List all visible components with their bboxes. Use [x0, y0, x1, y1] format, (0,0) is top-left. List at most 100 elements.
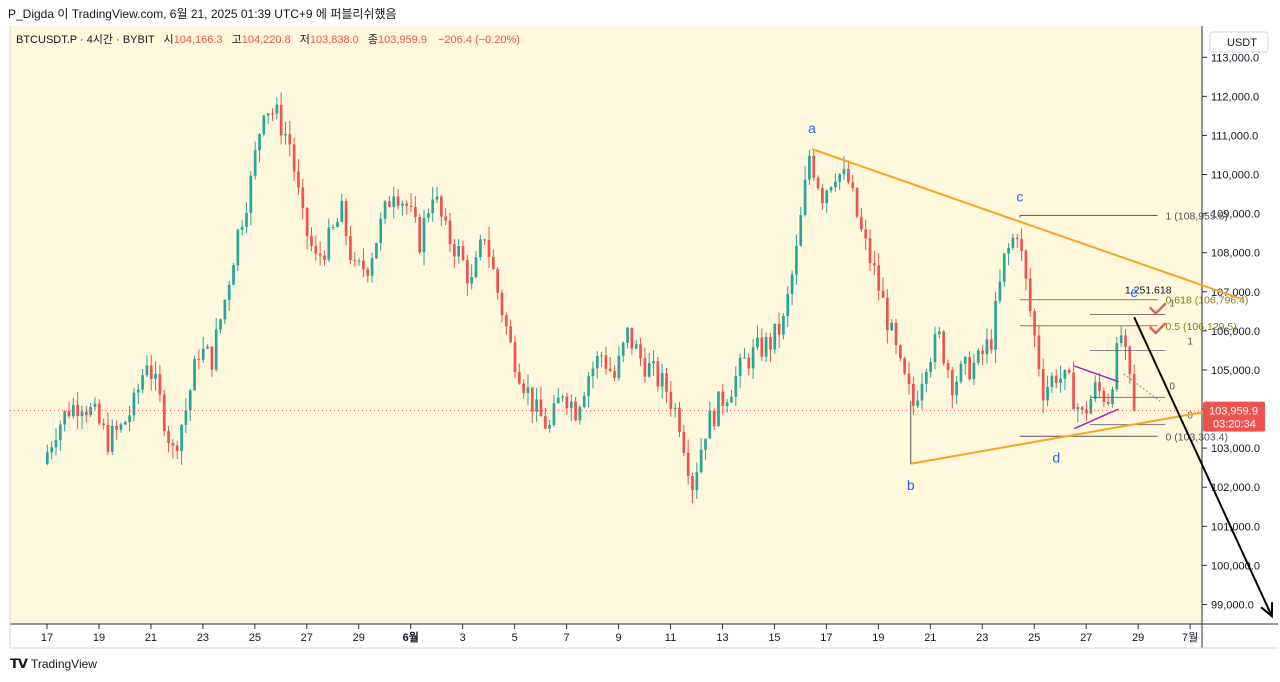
candle-body	[860, 216, 863, 230]
candle-body	[167, 431, 170, 443]
candle-body	[180, 424, 183, 452]
fib-level-label: 0.618 (106,796.4)	[1166, 295, 1249, 307]
candle-body	[522, 383, 525, 393]
candle-body	[1050, 375, 1054, 387]
wave-label-b: b	[907, 477, 915, 493]
candle-body	[457, 246, 461, 257]
wave-labels: a b c d e	[808, 120, 1138, 493]
low-label: 저	[300, 33, 310, 46]
candle-body	[370, 258, 374, 276]
candle-body	[829, 187, 833, 191]
candle-body	[93, 403, 97, 407]
inner-fib-label: 0	[1169, 381, 1175, 392]
x-tick-label: 13	[716, 632, 728, 644]
candle-body	[240, 226, 244, 230]
candle-body	[71, 404, 75, 417]
chart-area[interactable]: 113,000.0 112,000.0 111,000.0 110,000.0 109,…	[0, 26, 1280, 650]
fib-retracement[interactable]: 1 (108,955.5) 0.618 (106,796.4)1.251.618 0…	[1019, 210, 1249, 443]
price-axis[interactable]	[1202, 26, 1278, 624]
wave-label-d: d	[1052, 449, 1060, 465]
candle-body	[171, 442, 175, 446]
pennant-lower-line	[1074, 408, 1119, 430]
candle-body	[349, 236, 352, 261]
candle-body	[340, 201, 344, 222]
candle-body	[911, 383, 915, 406]
candle-body	[847, 169, 850, 183]
candle-body	[868, 238, 872, 264]
x-tick-label: 9	[615, 632, 621, 644]
candle-body	[1124, 335, 1127, 347]
symbol-legend[interactable]: BTCUSDT.P · 4시간 · BYBIT 시104,166.3 고104,…	[16, 33, 520, 46]
triangle-upper-line	[811, 148, 1244, 301]
candle-body	[461, 246, 465, 261]
candle-body	[643, 358, 647, 377]
currency-button[interactable]	[1209, 31, 1269, 53]
candle-body	[435, 196, 439, 200]
candle-body	[652, 361, 655, 364]
candle-body	[128, 415, 131, 423]
candle-body	[504, 315, 508, 327]
candle-body	[1046, 386, 1049, 401]
projection-arrow[interactable]	[1133, 316, 1274, 619]
candle-body	[362, 260, 365, 270]
candle-body	[115, 425, 118, 430]
candle-body	[782, 315, 785, 335]
candle-body	[106, 425, 110, 452]
y-tick-label: 113,000.0	[1211, 52, 1259, 64]
x-tick-label: 21	[145, 632, 157, 644]
candle-body	[249, 175, 253, 213]
candle-body	[50, 447, 54, 453]
candle-body	[582, 396, 586, 408]
inner-fib-label: 1	[1187, 336, 1193, 347]
low-value: 103,838.0	[310, 34, 359, 46]
candle-body	[565, 396, 569, 409]
candle-body	[119, 424, 123, 430]
candle-body	[487, 240, 491, 257]
x-tick-label: 23	[197, 632, 209, 644]
x-tick-label: 5	[512, 632, 518, 644]
candle-body	[500, 292, 504, 316]
inner-fib-label: 1	[1169, 298, 1175, 309]
candle-body	[162, 394, 166, 432]
candlestick-chart[interactable]: 113,000.0 112,000.0 111,000.0 110,000.0 109,…	[0, 26, 1280, 650]
candle-body	[812, 155, 816, 178]
candle-body	[946, 363, 950, 371]
candle-body	[1119, 335, 1123, 344]
candle-body	[84, 411, 88, 415]
candle-body	[955, 381, 958, 396]
footer-brand[interactable]: 𝗧𝗩 TradingView	[10, 656, 97, 672]
candle-body	[344, 201, 348, 237]
y-tick-label: 100,000.0	[1211, 560, 1260, 572]
candle-body	[292, 144, 296, 172]
candle-body	[158, 374, 162, 395]
candle-body	[760, 337, 764, 357]
candle-body	[470, 277, 474, 284]
candle-body	[842, 169, 846, 175]
candle-body	[422, 217, 426, 253]
close-value: 103,959.9	[378, 34, 427, 46]
measure-line	[1123, 373, 1161, 402]
candle-body	[834, 181, 837, 188]
candle-body	[80, 411, 84, 417]
x-tick-label: 29	[353, 632, 365, 644]
candle-body	[383, 201, 387, 219]
x-axis-ticks: 17 19 21 23 25 27 29 6월 3 5 7 9 11 13 15 17 19 21 23 25 27 29…	[41, 624, 1198, 644]
candle-body	[617, 355, 621, 378]
candle-body	[526, 387, 530, 393]
candle-body	[318, 253, 322, 256]
y-tick-label: 111,000.0	[1211, 130, 1258, 142]
triangle-pattern[interactable]	[811, 148, 1244, 465]
candle-body	[491, 256, 495, 270]
candle-body	[535, 399, 538, 412]
candle-body	[569, 401, 573, 409]
candle-body	[743, 357, 746, 359]
candle-body	[517, 371, 521, 384]
candle-body	[305, 208, 309, 237]
fib-extension-label: 1.251.618	[1125, 285, 1172, 297]
y-tick-label: 102,000.0	[1211, 482, 1260, 494]
candle-body	[886, 297, 889, 331]
change-value: −206.4 (−0.20%)	[438, 34, 520, 46]
last-price-badge	[1203, 401, 1265, 432]
candle-body	[933, 334, 937, 363]
candle-body	[1098, 382, 1101, 391]
